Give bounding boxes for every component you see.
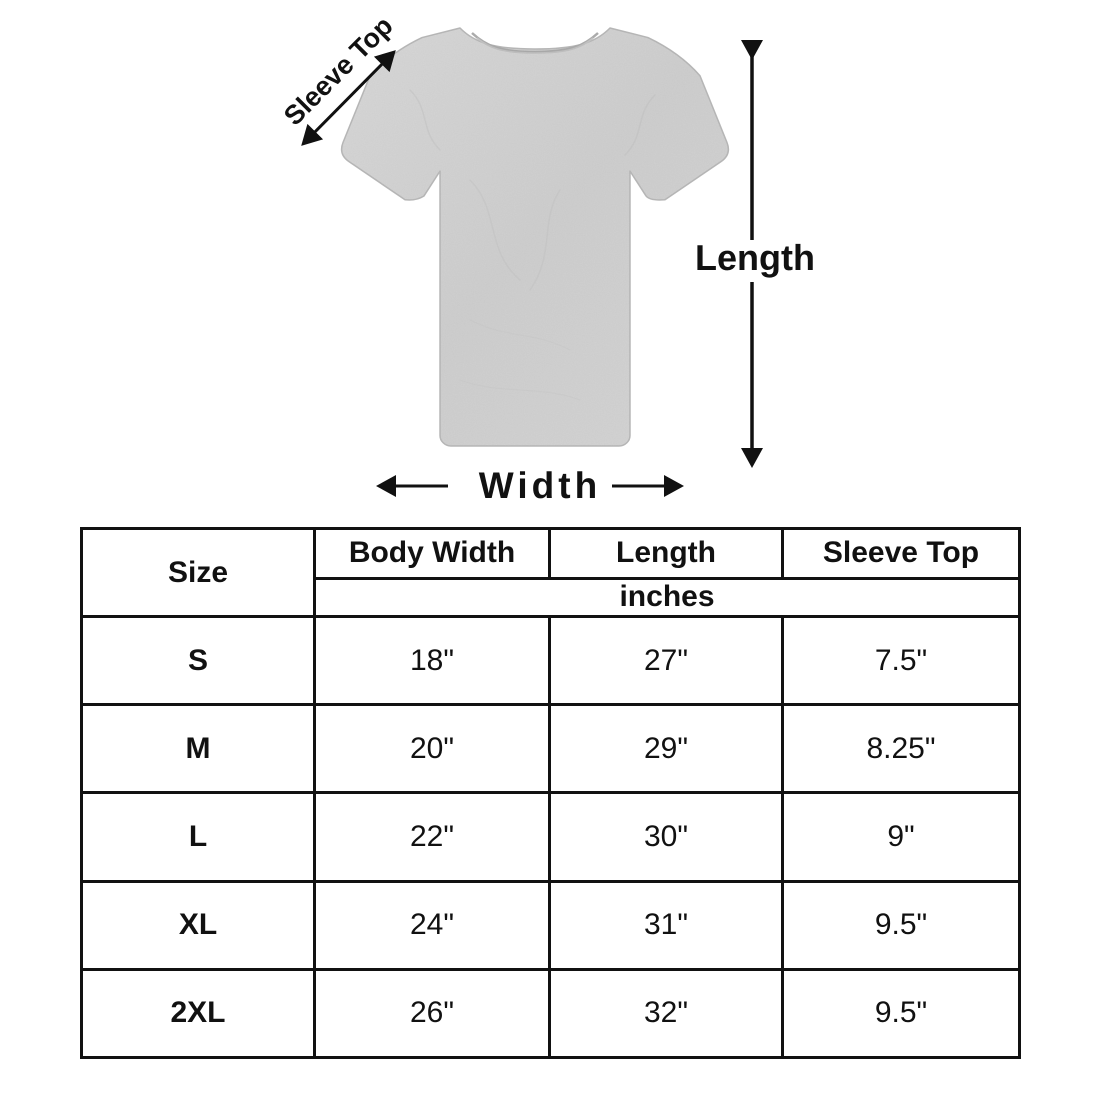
svg-text:Length: Length	[695, 237, 815, 278]
svg-text:Width: Width	[479, 465, 601, 506]
